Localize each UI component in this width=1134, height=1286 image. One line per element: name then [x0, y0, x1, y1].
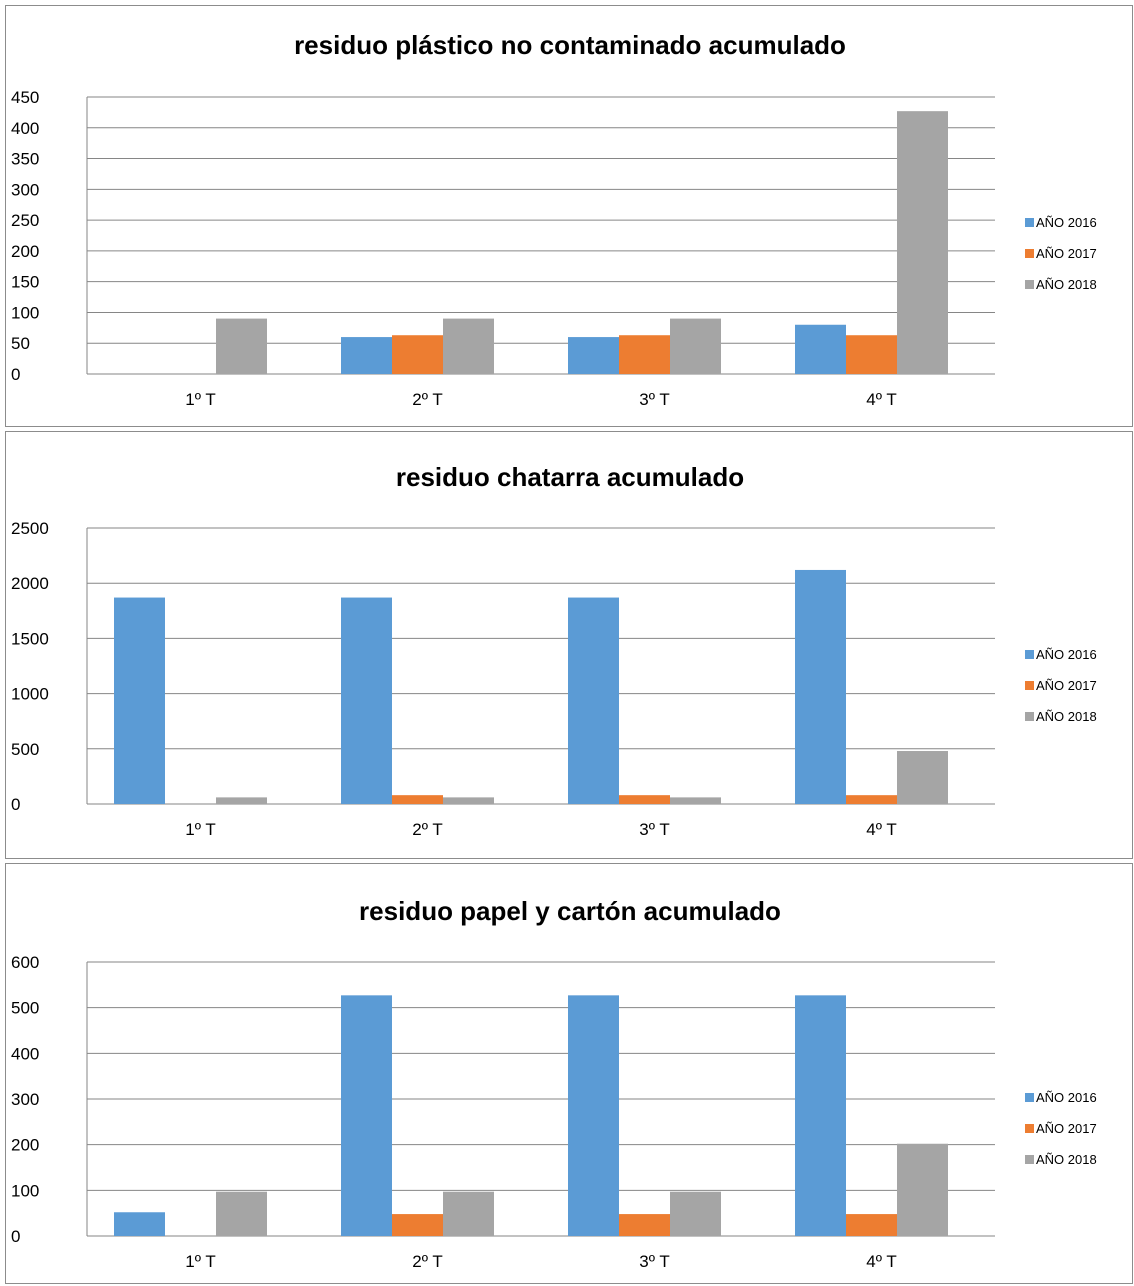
- bar-año-2018: [670, 1191, 721, 1236]
- legend-swatch: [1025, 1124, 1034, 1133]
- chart-panel-plastic: residuo plástico no contaminado acumulad…: [5, 5, 1133, 427]
- legend-swatch: [1025, 650, 1034, 659]
- y-tick-label: 100: [11, 303, 39, 322]
- bar-año-2016: [114, 1212, 165, 1236]
- legend-swatch: [1025, 712, 1034, 721]
- y-tick-label: 600: [11, 953, 39, 972]
- y-tick-label: 50: [11, 334, 30, 353]
- bar-año-2017: [392, 795, 443, 804]
- y-tick-label: 200: [11, 1136, 39, 1155]
- legend-label: AÑO 2017: [1036, 1121, 1097, 1136]
- bar-año-2018: [670, 318, 721, 374]
- legend-label: AÑO 2017: [1036, 246, 1097, 261]
- y-tick-label: 150: [11, 273, 39, 292]
- y-tick-label: 500: [11, 999, 39, 1018]
- legend-swatch: [1025, 681, 1034, 690]
- legend-swatch: [1025, 218, 1034, 227]
- bar-año-2017: [846, 1214, 897, 1236]
- chart-scrap: residuo chatarra acumulado 0 500 1000 1500 20…: [11, 462, 1097, 839]
- y-tick-label: 1500: [11, 629, 49, 648]
- y-tick-label: 300: [11, 180, 39, 199]
- bar-año-2018: [216, 797, 267, 804]
- chart-panel-paper: residuo papel y cartón acumulado 0 100 200 3…: [5, 863, 1133, 1284]
- y-tick-label: 450: [11, 88, 39, 107]
- bar-año-2018: [897, 111, 948, 374]
- bar-año-2017: [619, 795, 670, 804]
- legend-swatch: [1025, 1155, 1034, 1164]
- x-tick-label: 2º T: [412, 820, 442, 839]
- bar-año-2018: [897, 1143, 948, 1236]
- y-tick-label: 350: [11, 150, 39, 169]
- bar-año-2017: [392, 335, 443, 374]
- y-tick-label: 250: [11, 211, 39, 230]
- bar-año-2018: [897, 751, 948, 804]
- bar-año-2016: [795, 569, 846, 804]
- legend-swatch: [1025, 280, 1034, 289]
- y-tick-label: 400: [11, 119, 39, 138]
- legend-label: AÑO 2018: [1036, 1152, 1097, 1167]
- bar-año-2016: [341, 995, 392, 1236]
- legend-label: AÑO 2016: [1036, 647, 1097, 662]
- x-tick-label: 3º T: [639, 1252, 669, 1271]
- bar-año-2016: [795, 995, 846, 1236]
- bar-año-2017: [619, 1214, 670, 1236]
- bar-año-2016: [795, 324, 846, 374]
- bar-año-2017: [846, 335, 897, 374]
- legend-label: AÑO 2018: [1036, 277, 1097, 292]
- bar-año-2016: [568, 597, 619, 804]
- y-tick-label: 100: [11, 1181, 39, 1200]
- y-tick-label: 0: [11, 1227, 20, 1246]
- y-tick-label: 400: [11, 1044, 39, 1063]
- x-tick-label: 4º T: [866, 390, 896, 409]
- y-tick-label: 0: [11, 795, 20, 814]
- y-tick-label: 1000: [11, 685, 49, 704]
- chart-title: residuo papel y cartón acumulado: [359, 896, 781, 926]
- bar-año-2016: [568, 995, 619, 1236]
- legend-label: AÑO 2016: [1036, 215, 1097, 230]
- legend-swatch: [1025, 249, 1034, 258]
- bar-año-2018: [670, 797, 721, 804]
- x-tick-label: 1º T: [185, 1252, 215, 1271]
- x-tick-label: 1º T: [185, 820, 215, 839]
- bar-año-2018: [216, 1191, 267, 1236]
- x-tick-label: 2º T: [412, 390, 442, 409]
- bar-año-2017: [846, 795, 897, 804]
- y-tick-label: 300: [11, 1090, 39, 1109]
- bar-año-2018: [443, 1191, 494, 1236]
- y-tick-label: 200: [11, 242, 39, 261]
- bar-año-2016: [568, 337, 619, 374]
- chart-panel-scrap: residuo chatarra acumulado 0 500 1000 1500 20…: [5, 431, 1133, 859]
- bar-año-2017: [392, 1214, 443, 1236]
- legend-swatch: [1025, 1093, 1034, 1102]
- chart-title: residuo chatarra acumulado: [396, 462, 744, 492]
- legend-label: AÑO 2018: [1036, 709, 1097, 724]
- chart-plastic: residuo plástico no contaminado acumulad…: [11, 30, 1097, 409]
- bar-año-2016: [341, 337, 392, 374]
- x-tick-label: 4º T: [866, 1252, 896, 1271]
- bar-año-2016: [114, 597, 165, 804]
- x-tick-label: 2º T: [412, 1252, 442, 1271]
- x-tick-label: 3º T: [639, 390, 669, 409]
- bar-año-2017: [619, 335, 670, 374]
- bar-año-2018: [443, 797, 494, 804]
- chart-paper: residuo papel y cartón acumulado 0 100 200 3…: [11, 896, 1097, 1271]
- legend-label: AÑO 2017: [1036, 678, 1097, 693]
- chart-title: residuo plástico no contaminado acumulad…: [294, 30, 846, 60]
- y-tick-label: 500: [11, 740, 39, 759]
- bar-año-2018: [443, 318, 494, 374]
- bar-año-2018: [216, 318, 267, 374]
- y-tick-label: 2000: [11, 574, 49, 593]
- x-tick-label: 1º T: [185, 390, 215, 409]
- x-tick-label: 4º T: [866, 820, 896, 839]
- legend-label: AÑO 2016: [1036, 1090, 1097, 1105]
- x-tick-label: 3º T: [639, 820, 669, 839]
- y-tick-label: 2500: [11, 519, 49, 538]
- bar-año-2016: [341, 597, 392, 804]
- y-tick-label: 0: [11, 365, 20, 384]
